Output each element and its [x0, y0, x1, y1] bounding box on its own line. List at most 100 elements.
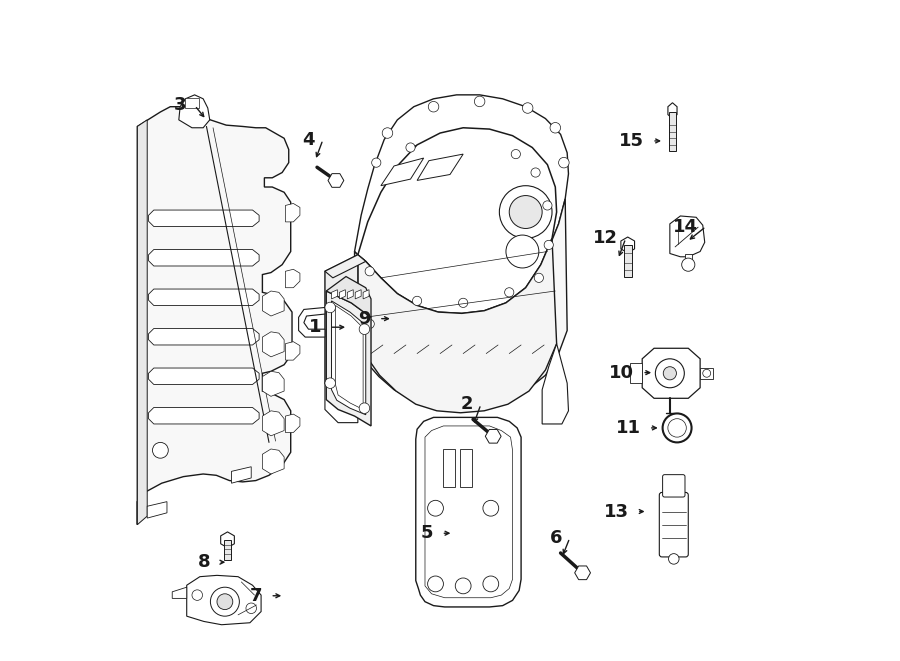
- Circle shape: [531, 168, 540, 177]
- Polygon shape: [138, 106, 292, 525]
- Text: 12: 12: [593, 229, 617, 247]
- Polygon shape: [327, 276, 371, 317]
- Circle shape: [662, 413, 691, 442]
- Circle shape: [211, 587, 239, 616]
- Polygon shape: [285, 414, 300, 432]
- Circle shape: [246, 603, 256, 613]
- Circle shape: [511, 149, 520, 159]
- Polygon shape: [331, 301, 365, 414]
- Polygon shape: [542, 344, 569, 424]
- Polygon shape: [263, 371, 284, 397]
- Circle shape: [471, 220, 482, 231]
- Polygon shape: [325, 254, 358, 400]
- Polygon shape: [331, 290, 338, 299]
- Polygon shape: [662, 495, 686, 555]
- Bar: [685, 254, 691, 268]
- Circle shape: [535, 273, 544, 282]
- Circle shape: [152, 442, 168, 458]
- Circle shape: [406, 143, 415, 152]
- Circle shape: [365, 319, 374, 329]
- Circle shape: [359, 324, 370, 334]
- Polygon shape: [263, 410, 284, 436]
- Polygon shape: [485, 430, 501, 443]
- Circle shape: [668, 418, 687, 437]
- Polygon shape: [356, 290, 361, 299]
- Polygon shape: [621, 237, 634, 253]
- Polygon shape: [172, 587, 186, 598]
- Polygon shape: [381, 158, 424, 186]
- Text: 14: 14: [673, 217, 698, 235]
- Circle shape: [455, 578, 471, 594]
- Circle shape: [500, 186, 552, 239]
- Polygon shape: [299, 307, 325, 337]
- Polygon shape: [325, 383, 358, 422]
- Circle shape: [428, 500, 444, 516]
- Polygon shape: [179, 95, 210, 128]
- Polygon shape: [417, 154, 464, 180]
- FancyBboxPatch shape: [662, 475, 685, 497]
- Text: 13: 13: [604, 502, 629, 520]
- Polygon shape: [339, 290, 346, 299]
- Text: 8: 8: [198, 553, 211, 571]
- Polygon shape: [148, 210, 259, 227]
- Circle shape: [483, 576, 499, 592]
- Circle shape: [509, 196, 542, 229]
- Circle shape: [372, 158, 381, 167]
- FancyBboxPatch shape: [660, 492, 688, 557]
- Polygon shape: [285, 204, 300, 222]
- Circle shape: [669, 554, 680, 564]
- Polygon shape: [575, 566, 590, 580]
- Circle shape: [543, 201, 552, 210]
- Circle shape: [474, 96, 485, 106]
- Text: 11: 11: [616, 419, 641, 437]
- Circle shape: [392, 220, 402, 231]
- Polygon shape: [220, 532, 234, 548]
- Circle shape: [412, 296, 422, 305]
- Polygon shape: [148, 250, 259, 266]
- Bar: [669, 112, 677, 151]
- Circle shape: [192, 590, 202, 600]
- Circle shape: [559, 157, 569, 168]
- Text: 6: 6: [549, 529, 562, 547]
- Bar: [185, 98, 199, 108]
- Polygon shape: [148, 368, 259, 385]
- Circle shape: [428, 576, 444, 592]
- Circle shape: [325, 302, 336, 313]
- Polygon shape: [263, 291, 284, 316]
- Polygon shape: [670, 216, 705, 256]
- Polygon shape: [630, 364, 643, 383]
- Polygon shape: [358, 239, 556, 412]
- Circle shape: [505, 288, 514, 297]
- Polygon shape: [420, 155, 456, 179]
- Circle shape: [506, 235, 539, 268]
- Circle shape: [458, 175, 468, 186]
- Bar: [460, 449, 472, 487]
- Polygon shape: [231, 467, 251, 483]
- Polygon shape: [138, 120, 148, 525]
- Circle shape: [550, 122, 561, 133]
- Bar: [624, 245, 632, 276]
- Polygon shape: [643, 348, 700, 399]
- Circle shape: [483, 500, 499, 516]
- Circle shape: [681, 258, 695, 271]
- Circle shape: [417, 180, 428, 191]
- Polygon shape: [285, 269, 300, 288]
- Circle shape: [359, 403, 370, 413]
- Text: 1: 1: [309, 318, 321, 336]
- Polygon shape: [347, 290, 353, 299]
- Polygon shape: [358, 128, 556, 313]
- Polygon shape: [355, 95, 569, 313]
- Text: 10: 10: [609, 364, 634, 381]
- Circle shape: [524, 215, 535, 225]
- Bar: [224, 540, 230, 560]
- Circle shape: [522, 102, 533, 113]
- Polygon shape: [668, 102, 677, 118]
- Circle shape: [663, 367, 677, 380]
- Text: 9: 9: [358, 309, 371, 328]
- Polygon shape: [148, 502, 167, 518]
- Polygon shape: [263, 449, 284, 474]
- Polygon shape: [148, 289, 259, 305]
- Text: 15: 15: [619, 132, 644, 150]
- Circle shape: [544, 241, 554, 250]
- Polygon shape: [416, 417, 521, 607]
